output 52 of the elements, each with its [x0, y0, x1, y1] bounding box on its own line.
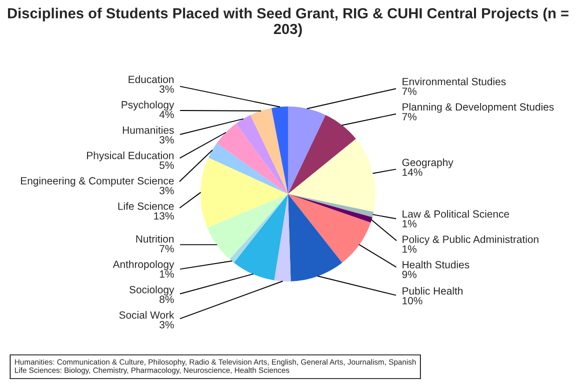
data-label: 7%: [160, 245, 174, 252]
data-label: 3%: [160, 136, 174, 144]
pie-slice: [288, 194, 374, 218]
pie-slice: [230, 194, 288, 263]
slice-label: Law & Political Science: [402, 210, 510, 218]
slice-label: Geography: [402, 158, 454, 168]
slice-label: Anthropology: [112, 260, 174, 270]
pie-slice: [288, 194, 342, 282]
pie-slice: [200, 158, 288, 228]
data-label: 3%: [160, 321, 174, 328]
data-label: 1%: [402, 220, 416, 228]
slice-label: Sociology: [130, 286, 174, 296]
data-label: 9%: [402, 270, 416, 278]
slice-label: Education: [128, 75, 174, 84]
pie-slice: [234, 194, 288, 280]
slice-label: Planning & Development Studies: [402, 102, 554, 113]
slice-label: Health Studies: [402, 260, 470, 268]
slice-label: Public Health: [402, 286, 462, 295]
pie-slice: [236, 115, 288, 194]
data-label: 7%: [402, 88, 416, 95]
data-label: 14%: [402, 168, 422, 176]
pie-slice: [288, 194, 372, 223]
data-label: 4%: [159, 110, 174, 118]
data-label: 5%: [160, 162, 174, 169]
data-label: 8%: [160, 296, 174, 304]
slice-label: Environmental Studies: [402, 78, 506, 86]
data-label: 10%: [402, 296, 422, 304]
pie-slice: [216, 124, 288, 194]
pie-slice: [274, 194, 291, 282]
slice-label: Psychology: [122, 100, 174, 111]
slice-label: Nutrition: [136, 234, 174, 243]
data-label: 7%: [402, 113, 416, 120]
pie-slice: [288, 138, 376, 212]
data-label: 13%: [154, 212, 174, 220]
data-label: 3%: [160, 85, 174, 93]
slice-label: Physical Education: [87, 152, 174, 162]
pie-slice: [288, 115, 356, 194]
data-label: 1%: [402, 245, 416, 253]
pie-slice: [288, 194, 371, 263]
pie-slice: [207, 194, 288, 260]
data-label: 3%: [160, 186, 174, 194]
pie-slice: [271, 106, 288, 194]
pie-slice: [208, 143, 288, 194]
pie-slice: [288, 106, 326, 194]
slice-label: Policy & Public Administration: [402, 235, 538, 246]
slice-label: Social Work: [119, 311, 174, 319]
slice-label: Humanities: [122, 126, 174, 134]
pie-slice: [250, 108, 288, 194]
chart-title: Disciplines of Students Placed with Seed Grant, RIG & CUHI Central Projects (n = 203): [8, 8, 568, 38]
slice-label: Engineering & Computer Science: [21, 176, 174, 187]
slice-label: Life Science: [118, 202, 174, 210]
data-label: 1%: [160, 270, 174, 278]
